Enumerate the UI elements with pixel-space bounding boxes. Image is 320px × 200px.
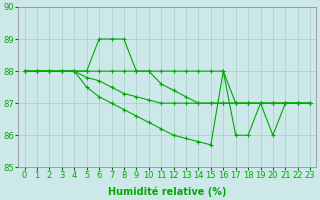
X-axis label: Humidité relative (%): Humidité relative (%) <box>108 186 227 197</box>
